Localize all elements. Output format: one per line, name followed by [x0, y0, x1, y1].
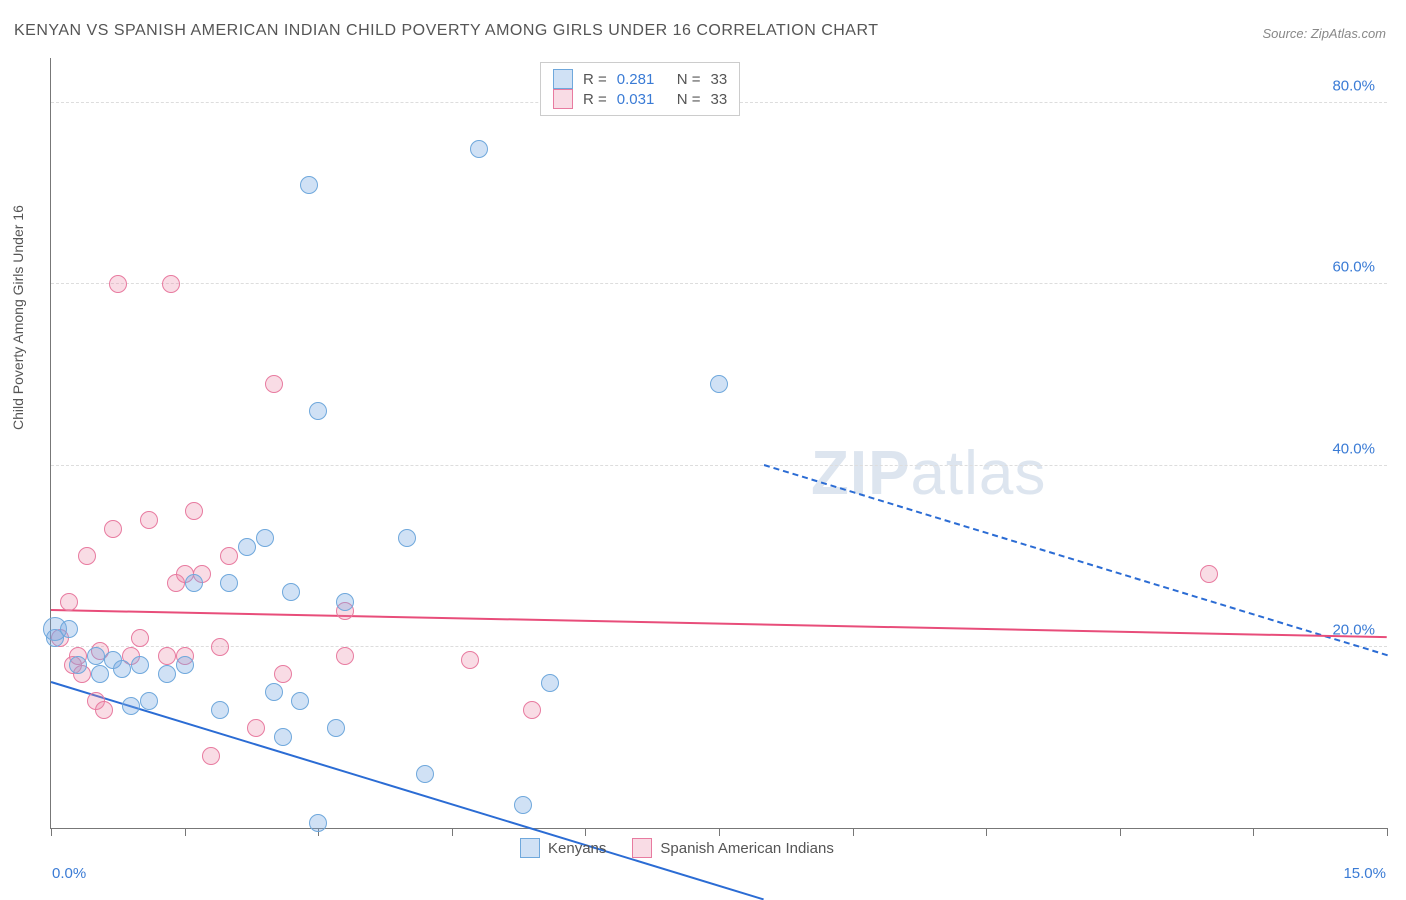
data-point-spanish	[78, 547, 96, 565]
x-axis-min-label: 0.0%	[52, 865, 86, 882]
data-point-kenyans	[185, 574, 203, 592]
swatch-kenyans	[553, 69, 573, 89]
r-value-spanish: 0.031	[617, 91, 667, 108]
trend-line	[51, 681, 764, 900]
gridline	[51, 283, 1387, 284]
data-point-kenyans	[300, 176, 318, 194]
n-label: N =	[677, 91, 701, 108]
data-point-kenyans	[327, 719, 345, 737]
data-point-kenyans	[274, 728, 292, 746]
data-point-spanish	[461, 651, 479, 669]
n-label: N =	[677, 71, 701, 88]
data-point-spanish	[109, 275, 127, 293]
data-point-spanish	[131, 629, 149, 647]
data-point-kenyans	[113, 660, 131, 678]
data-point-spanish	[220, 547, 238, 565]
data-point-spanish	[202, 747, 220, 765]
data-point-kenyans	[265, 683, 283, 701]
x-tick	[1253, 828, 1254, 836]
data-point-kenyans	[336, 593, 354, 611]
chart-title: KENYAN VS SPANISH AMERICAN INDIAN CHILD …	[14, 22, 879, 40]
data-point-kenyans	[470, 140, 488, 158]
data-point-kenyans	[398, 529, 416, 547]
data-point-kenyans	[220, 574, 238, 592]
n-value-kenyans: 33	[711, 71, 728, 88]
data-point-kenyans	[60, 620, 78, 638]
data-point-kenyans	[309, 402, 327, 420]
data-point-kenyans	[256, 529, 274, 547]
data-point-spanish	[95, 701, 113, 719]
data-point-spanish	[265, 375, 283, 393]
gridline	[51, 646, 1387, 647]
x-tick	[452, 828, 453, 836]
data-point-kenyans	[211, 701, 229, 719]
data-point-kenyans	[416, 765, 434, 783]
data-point-spanish	[185, 502, 203, 520]
series-label-spanish: Spanish American Indians	[660, 840, 833, 857]
x-tick	[1387, 828, 1388, 836]
data-point-spanish	[247, 719, 265, 737]
data-point-kenyans	[140, 692, 158, 710]
data-point-kenyans	[309, 814, 327, 832]
gridline	[51, 465, 1387, 466]
series-label-kenyans: Kenyans	[548, 840, 606, 857]
legend-row-spanish: R = 0.031 N = 33	[553, 89, 727, 109]
r-value-kenyans: 0.281	[617, 71, 667, 88]
data-point-spanish	[336, 647, 354, 665]
data-point-kenyans	[710, 375, 728, 393]
data-point-spanish	[140, 511, 158, 529]
data-point-kenyans	[514, 796, 532, 814]
source-attribution: Source: ZipAtlas.com	[1262, 26, 1386, 41]
watermark: ZIPatlas	[811, 438, 1046, 509]
swatch-spanish	[632, 838, 652, 858]
data-point-kenyans	[131, 656, 149, 674]
data-point-kenyans	[176, 656, 194, 674]
y-tick-label: 60.0%	[1332, 259, 1375, 276]
data-point-spanish	[523, 701, 541, 719]
x-tick	[51, 828, 52, 836]
data-point-kenyans	[158, 665, 176, 683]
data-point-kenyans	[91, 665, 109, 683]
legend-item-kenyans: Kenyans	[520, 838, 606, 858]
data-point-spanish	[1200, 565, 1218, 583]
legend-row-kenyans: R = 0.281 N = 33	[553, 69, 727, 89]
data-point-spanish	[60, 593, 78, 611]
r-label: R =	[583, 71, 607, 88]
data-point-spanish	[158, 647, 176, 665]
x-tick	[585, 828, 586, 836]
series-legend: Kenyans Spanish American Indians	[520, 838, 834, 858]
x-tick	[853, 828, 854, 836]
swatch-kenyans	[520, 838, 540, 858]
data-point-kenyans	[122, 697, 140, 715]
data-point-kenyans	[541, 674, 559, 692]
x-tick	[986, 828, 987, 836]
data-point-spanish	[104, 520, 122, 538]
n-value-spanish: 33	[711, 91, 728, 108]
data-point-kenyans	[69, 656, 87, 674]
y-axis-label: Child Poverty Among Girls Under 16	[10, 205, 26, 430]
x-axis-max-label: 15.0%	[1343, 865, 1386, 882]
r-label: R =	[583, 91, 607, 108]
data-point-kenyans	[282, 583, 300, 601]
data-point-spanish	[162, 275, 180, 293]
data-point-kenyans	[291, 692, 309, 710]
y-tick-label: 40.0%	[1332, 440, 1375, 457]
x-tick	[1120, 828, 1121, 836]
data-point-spanish	[274, 665, 292, 683]
trend-line	[51, 609, 1387, 638]
x-tick	[719, 828, 720, 836]
scatter-plot: ZIPatlas 20.0%40.0%60.0%80.0%	[50, 58, 1387, 829]
legend-item-spanish: Spanish American Indians	[632, 838, 833, 858]
y-tick-label: 80.0%	[1332, 78, 1375, 95]
swatch-spanish	[553, 89, 573, 109]
correlation-legend: R = 0.281 N = 33 R = 0.031 N = 33	[540, 62, 740, 116]
data-point-kenyans	[238, 538, 256, 556]
data-point-kenyans	[87, 647, 105, 665]
data-point-spanish	[211, 638, 229, 656]
x-tick	[185, 828, 186, 836]
